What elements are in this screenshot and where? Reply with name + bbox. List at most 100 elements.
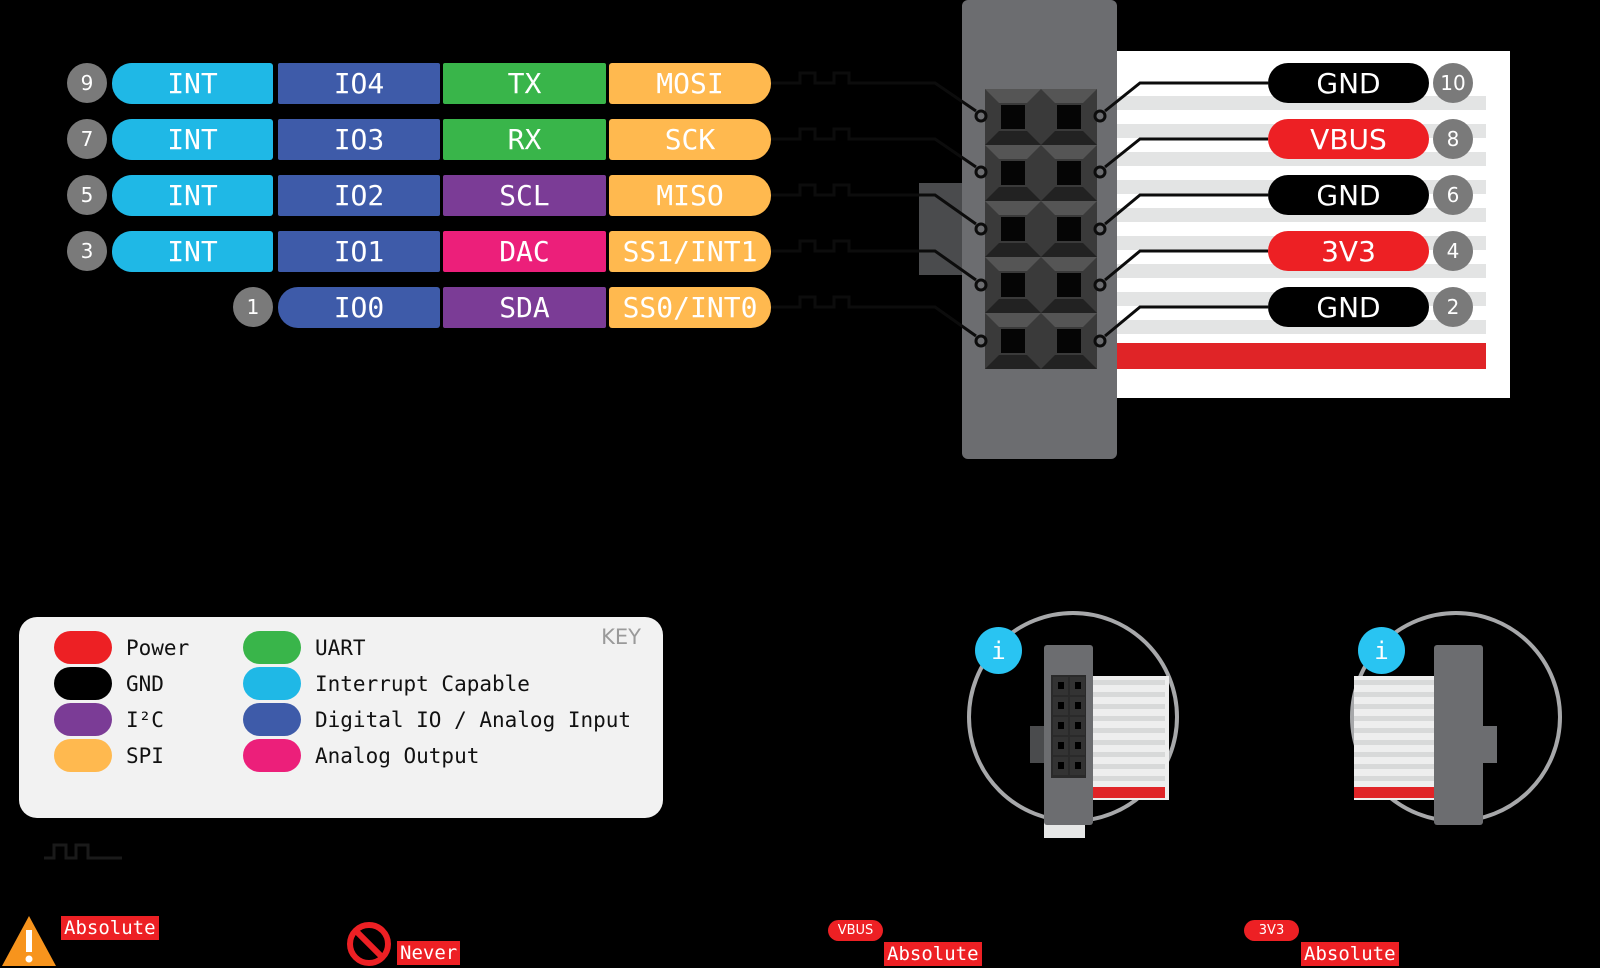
3v3-badge: 3V3	[1244, 920, 1299, 941]
3v3-label: Absolute	[1301, 942, 1399, 966]
pin-number: 7	[67, 119, 107, 159]
pin-function-spi: MOSI	[609, 63, 771, 104]
pin-function-digital_io: IO4	[278, 63, 440, 104]
legend-label: Interrupt Capable	[315, 671, 530, 696]
pin-marker	[974, 278, 988, 292]
ribbon-red-stripe	[1117, 343, 1486, 369]
power-wire	[1104, 137, 1268, 169]
pin-function-spi: SS0/INT0	[609, 287, 771, 328]
pin-marker	[974, 334, 988, 348]
power-wire	[1104, 81, 1268, 113]
pin-marker	[974, 165, 988, 179]
pin-marker	[974, 109, 988, 123]
pin-function-power: 3V3	[1268, 231, 1429, 271]
vbus-badge: VBUS	[828, 920, 883, 941]
pin-number: 5	[67, 175, 107, 215]
legend-item: Interrupt Capable	[243, 667, 530, 700]
wires	[771, 71, 1268, 348]
prohibited-icon	[347, 922, 391, 966]
power-wire	[1104, 193, 1268, 226]
signal-wire	[771, 295, 977, 338]
pin-function-analog_out: DAC	[443, 231, 606, 272]
never-label: Never	[397, 941, 461, 965]
pin-marker	[974, 222, 988, 236]
signal-wire	[771, 127, 977, 169]
pin-number: 1	[233, 287, 273, 327]
legend-item: Power	[54, 631, 189, 664]
power-wire	[1104, 249, 1268, 282]
info-icon[interactable]: i	[1358, 627, 1405, 674]
pin-function-spi: SCK	[609, 119, 771, 160]
pin-function-digital_io: IO1	[278, 231, 440, 272]
info-icon[interactable]: i	[975, 627, 1022, 674]
pin-function-digital_io: IO2	[278, 175, 440, 216]
pin-function-interrupt: INT	[112, 231, 273, 272]
pin-function-interrupt: INT	[112, 175, 273, 216]
orientation-front-view	[967, 611, 1179, 838]
pin-function-interrupt: INT	[112, 119, 273, 160]
pin-function-gnd: GND	[1268, 287, 1429, 327]
key-title: KEY	[601, 625, 641, 649]
pin-number: 6	[1433, 175, 1473, 215]
legend-item: I²C	[54, 703, 164, 736]
legend-swatch	[243, 739, 301, 772]
legend-swatch	[54, 631, 112, 664]
pin-marker	[1093, 109, 1107, 123]
pin-function-gnd: GND	[1268, 63, 1429, 103]
connector-pins	[985, 89, 1097, 369]
pin-function-digital_io: IO0	[278, 287, 440, 328]
pin-marker	[1093, 278, 1107, 292]
warning-label: Absolute	[61, 916, 159, 940]
legend-swatch	[54, 739, 112, 772]
legend-swatch	[243, 703, 301, 736]
pin-number: 4	[1433, 231, 1473, 271]
pin-function-interrupt: INT	[112, 63, 273, 104]
legend-item: GND	[54, 667, 164, 700]
vbus-label: Absolute	[884, 942, 982, 966]
pin-number: 10	[1433, 63, 1473, 103]
pin-function-power: VBUS	[1268, 119, 1429, 159]
pwm-wave-icon	[44, 843, 122, 860]
warning-icon	[2, 916, 56, 966]
signal-wire	[771, 183, 977, 226]
legend-swatch	[54, 703, 112, 736]
orientation-illustrations	[967, 611, 1562, 838]
legend-swatch	[243, 667, 301, 700]
legend-label: GND	[126, 671, 164, 696]
legend-swatch	[243, 631, 301, 664]
legend-label: Power	[126, 635, 190, 660]
pin-function-spi: SS1/INT1	[609, 231, 771, 272]
pin-function-i2c: SCL	[443, 175, 606, 216]
legend-item: SPI	[54, 739, 164, 772]
legend-label: UART	[315, 635, 366, 660]
pin-marker	[1093, 165, 1107, 179]
connector-key-tab	[919, 183, 969, 275]
legend-label: I²C	[126, 707, 164, 732]
legend-key: KEY Power GND I²C SPI UART Interrupt Capable D…	[19, 617, 663, 818]
pin-function-uart: RX	[443, 119, 606, 160]
signal-wire	[771, 71, 977, 113]
pin-number: 8	[1433, 119, 1473, 159]
pin-function-uart: TX	[443, 63, 606, 104]
pin-number: 9	[67, 63, 107, 103]
legend-swatch	[54, 667, 112, 700]
pin-function-gnd: GND	[1268, 175, 1429, 215]
pin-number: 3	[67, 231, 107, 271]
legend-label: Analog Output	[315, 743, 480, 768]
legend-label: Digital IO / Analog Input	[315, 707, 632, 732]
legend-item: Analog Output	[243, 739, 479, 772]
power-wire	[1104, 305, 1268, 338]
pin-function-i2c: SDA	[443, 287, 606, 328]
pin-marker	[1093, 222, 1107, 236]
pin-marker	[1093, 334, 1107, 348]
pin-number: 2	[1433, 287, 1473, 327]
legend-item: UART	[243, 631, 366, 664]
orientation-back-view	[1350, 611, 1562, 825]
pin-function-spi: MISO	[609, 175, 771, 216]
signal-wire	[771, 239, 977, 282]
pin-function-digital_io: IO3	[278, 119, 440, 160]
legend-item: Digital IO / Analog Input	[243, 703, 631, 736]
legend-label: SPI	[126, 743, 164, 768]
